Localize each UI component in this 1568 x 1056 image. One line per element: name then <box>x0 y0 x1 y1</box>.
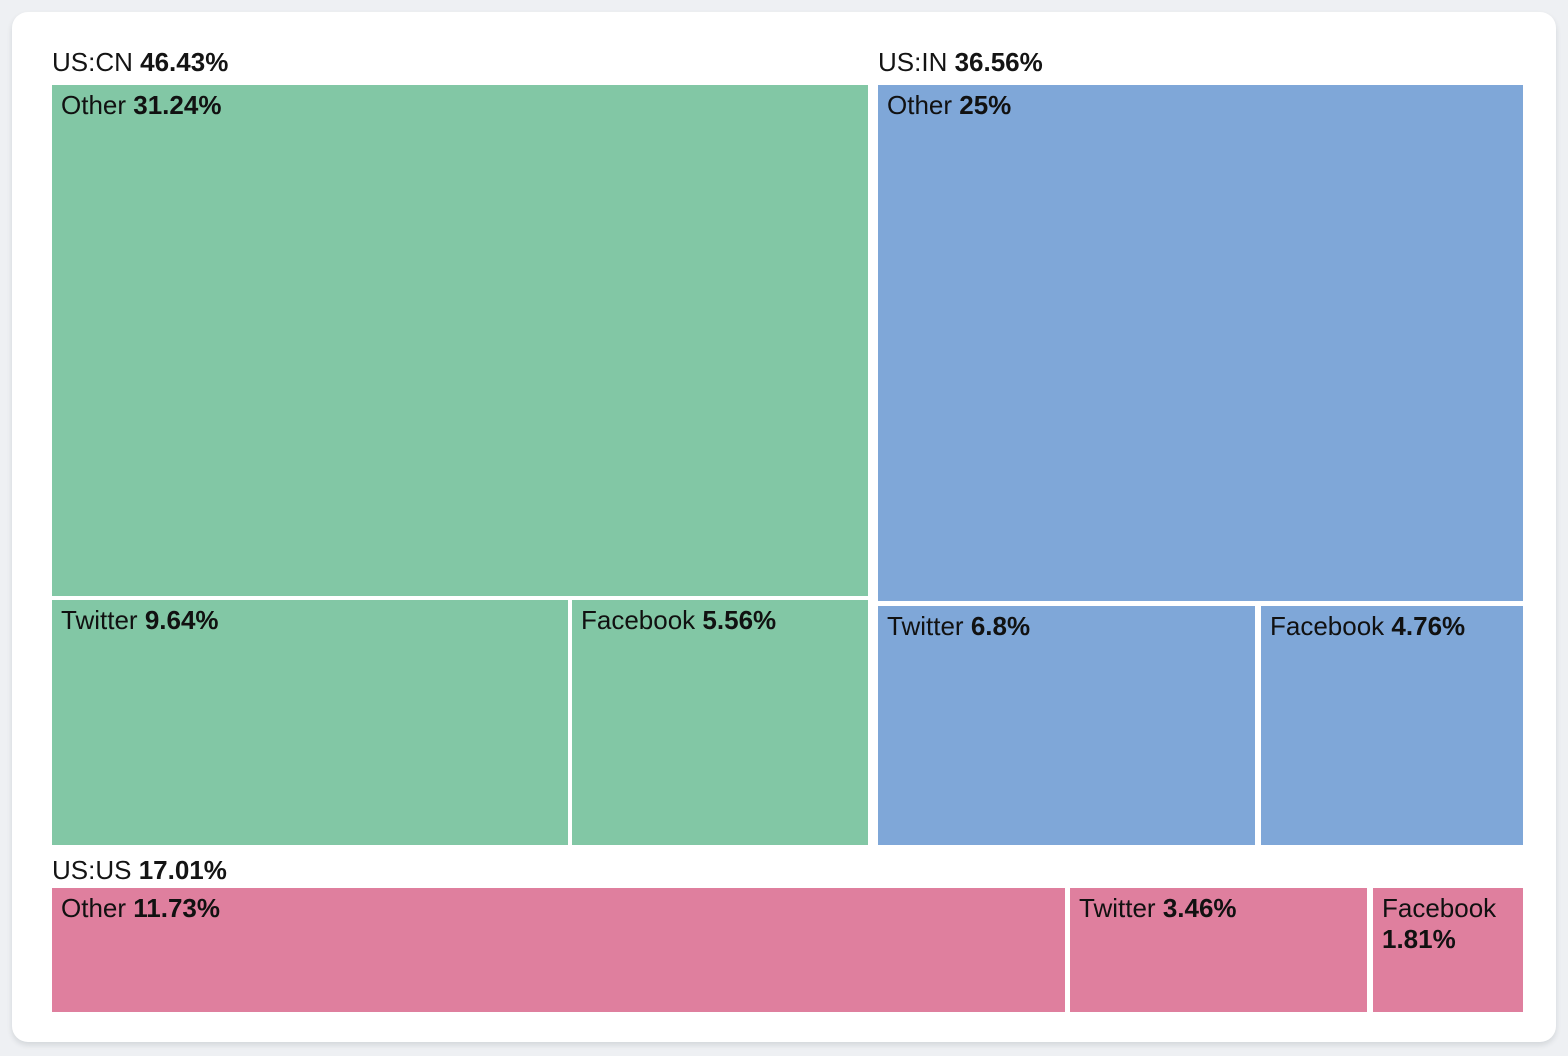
treemap-group-us-in: US:IN 36.56% Other 25% Twitter 6.8% Face… <box>878 47 1523 845</box>
cell-label: Twitter 3.46% <box>1070 888 1367 929</box>
cell-name: Facebook <box>581 605 696 635</box>
cell-value: 25% <box>959 90 1012 120</box>
cell-label: Twitter 6.8% <box>878 606 1255 647</box>
group-value: 36.56% <box>954 47 1043 77</box>
cell-name: Twitter <box>887 611 964 641</box>
cell-value: 1.81% <box>1382 924 1456 954</box>
cell-name: Other <box>61 893 127 923</box>
group-label-us-us: US:US 17.01% <box>52 855 227 885</box>
cell-name: Facebook <box>1270 611 1385 641</box>
cell-value: 4.76% <box>1391 611 1466 641</box>
treemap-cell-us-us-twitter[interactable]: Twitter 3.46% <box>1070 888 1367 1012</box>
treemap-cell-us-us-other[interactable]: Other 11.73% <box>52 888 1065 1012</box>
treemap-chart: US:CN 46.43% Other 31.24% Twitter 9.64% … <box>52 47 1523 1012</box>
treemap-card: US:CN 46.43% Other 31.24% Twitter 9.64% … <box>12 12 1556 1042</box>
treemap-cell-us-cn-facebook[interactable]: Facebook 5.56% <box>572 600 868 845</box>
treemap-cell-us-us-facebook[interactable]: Facebook 1.81% <box>1373 888 1523 1012</box>
cell-name: Twitter <box>61 605 138 635</box>
group-label-us-in: US:IN 36.56% <box>878 47 1043 77</box>
cell-name: Other <box>887 90 953 120</box>
treemap-cell-us-cn-other[interactable]: Other 31.24% <box>52 85 868 596</box>
cell-value: 5.56% <box>702 605 777 635</box>
group-value: 46.43% <box>140 47 229 77</box>
cell-label: Other 25% <box>878 85 1523 126</box>
cell-label: Facebook 5.56% <box>572 600 868 641</box>
cell-name: Other <box>61 90 127 120</box>
cell-value: 11.73% <box>133 893 221 923</box>
treemap-group-us-us: US:US 17.01% Other 11.73% Twitter 3.46% … <box>52 855 1523 1012</box>
cell-label: Other 31.24% <box>52 85 868 126</box>
cell-name: Facebook <box>1382 893 1497 923</box>
cell-label: Twitter 9.64% <box>52 600 568 641</box>
group-value: 17.01% <box>138 855 227 885</box>
treemap-cell-us-in-twitter[interactable]: Twitter 6.8% <box>878 606 1255 845</box>
group-name: US:CN <box>52 47 133 77</box>
group-name: US:IN <box>878 47 948 77</box>
treemap-group-us-cn: US:CN 46.43% Other 31.24% Twitter 9.64% … <box>52 47 868 845</box>
cell-value: 9.64% <box>144 605 219 635</box>
treemap-cell-us-cn-twitter[interactable]: Twitter 9.64% <box>52 600 568 845</box>
group-name: US:US <box>52 855 132 885</box>
cell-name: Twitter <box>1079 893 1156 923</box>
treemap-cell-us-in-other[interactable]: Other 25% <box>878 85 1523 601</box>
cell-value: 31.24% <box>133 90 222 120</box>
group-label-us-cn: US:CN 46.43% <box>52 47 228 77</box>
cell-label: Facebook 1.81% <box>1373 888 1523 960</box>
cell-label: Other 11.73% <box>52 888 1065 929</box>
cell-label: Facebook 4.76% <box>1261 606 1523 647</box>
cell-value: 3.46% <box>1162 893 1237 923</box>
treemap-cell-us-in-facebook[interactable]: Facebook 4.76% <box>1261 606 1523 845</box>
cell-value: 6.8% <box>970 611 1031 641</box>
